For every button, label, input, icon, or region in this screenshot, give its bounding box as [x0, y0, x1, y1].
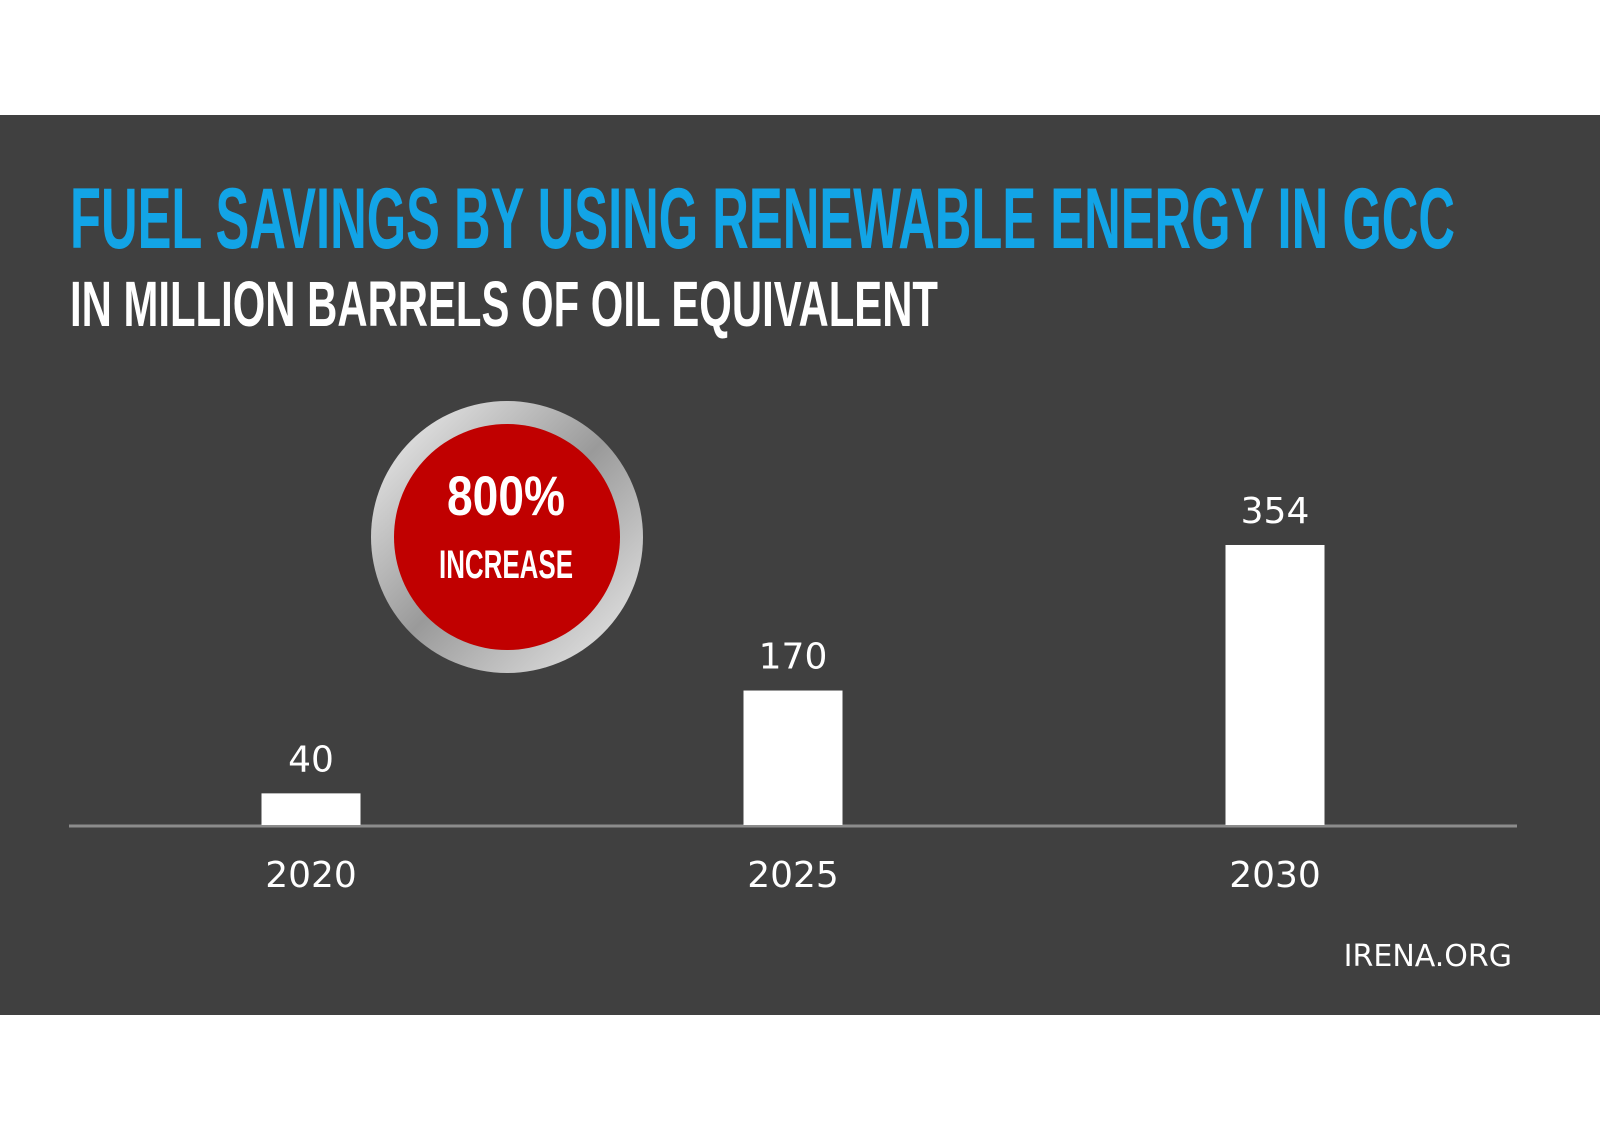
- chart-title: FUEL SAVINGS BY USING RENEWABLE ENERGY I…: [70, 171, 1455, 267]
- x-tick-label: 2025: [747, 855, 839, 896]
- value-label: 40: [288, 739, 334, 780]
- x-tick-label: 2020: [265, 855, 357, 896]
- value-label: 170: [759, 637, 828, 678]
- bar: [743, 690, 843, 825]
- chart-subtitle: IN MILLION BARRELS OF OIL EQUIVALENT: [70, 268, 938, 340]
- value-label: 354: [1241, 491, 1310, 532]
- bar: [261, 793, 361, 825]
- x-tick-label: 2030: [1229, 855, 1321, 896]
- panel: [0, 115, 1600, 1015]
- increase-badge: 800% INCREASE: [371, 401, 643, 673]
- badge-fill: [394, 424, 620, 650]
- annotation: 800%: [447, 464, 565, 527]
- bar: [1225, 544, 1325, 825]
- source: IRENA.ORG: [1344, 939, 1512, 974]
- annotation: INCREASE: [439, 543, 573, 587]
